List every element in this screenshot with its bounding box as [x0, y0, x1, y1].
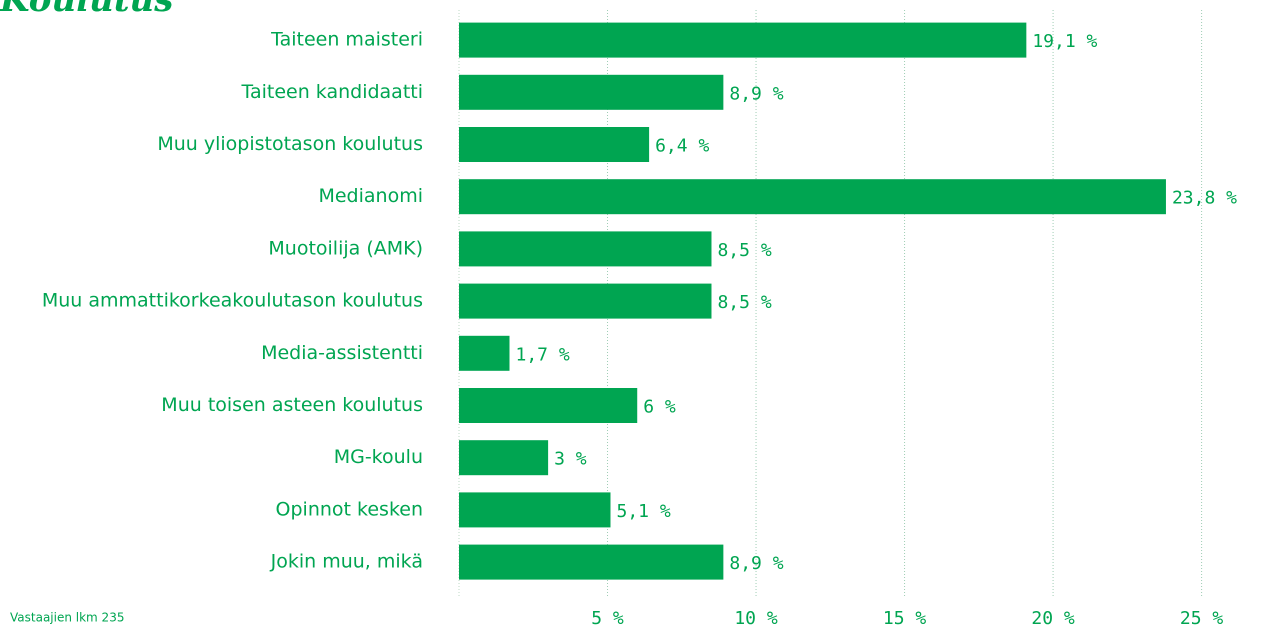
bar: [459, 179, 1166, 215]
value-label: 8,9 %: [729, 83, 783, 104]
value-label: 3 %: [554, 449, 587, 470]
bar: [459, 127, 650, 162]
value-label: 6 %: [643, 397, 676, 418]
category-label: Muu ammattikorkeakoulutason koulutus: [42, 290, 423, 312]
value-label: 8,5 %: [717, 292, 771, 313]
bar: [459, 440, 549, 476]
x-tick-label: 25 %: [1180, 608, 1224, 626]
category-label: Taiteen maisteri: [270, 29, 423, 51]
bar: [459, 231, 712, 267]
category-label: Taiteen kandidaatti: [240, 81, 423, 103]
category-label: MG-koulu: [334, 446, 423, 468]
category-label: Muu toisen asteen koulutus: [161, 394, 423, 416]
value-label: 8,9 %: [729, 553, 783, 574]
bar: [459, 283, 712, 319]
category-label: Jokin muu, mikä: [270, 551, 423, 573]
value-label: 23,8 %: [1172, 188, 1237, 209]
bar: [459, 492, 611, 528]
category-label: Opinnot kesken: [276, 498, 423, 520]
value-label: 5,1 %: [616, 501, 670, 522]
category-label: Muotoilija (AMK): [268, 237, 423, 259]
value-label: 8,5 %: [717, 240, 771, 261]
value-label: 1,7 %: [515, 344, 569, 365]
x-tick-label: 10 %: [734, 608, 778, 626]
x-tick-label: 5 %: [591, 608, 624, 626]
bar: [459, 335, 510, 371]
chart-title: Koulutus: [0, 0, 173, 20]
bar: [459, 388, 638, 423]
bar: [459, 22, 1027, 58]
note: Vastaajien lkm 235: [10, 611, 124, 625]
category-label: Medianomi: [318, 185, 423, 207]
value-label: 6,4 %: [655, 136, 709, 157]
category-label: Media-assistentti: [261, 342, 423, 364]
bar: [459, 544, 724, 580]
x-tick-label: 20 %: [1031, 608, 1075, 626]
value-label: 19,1 %: [1032, 31, 1097, 52]
x-tick-label: 15 %: [883, 608, 927, 626]
bar: [459, 74, 724, 110]
category-label: Muu yliopistotason koulutus: [157, 133, 423, 155]
